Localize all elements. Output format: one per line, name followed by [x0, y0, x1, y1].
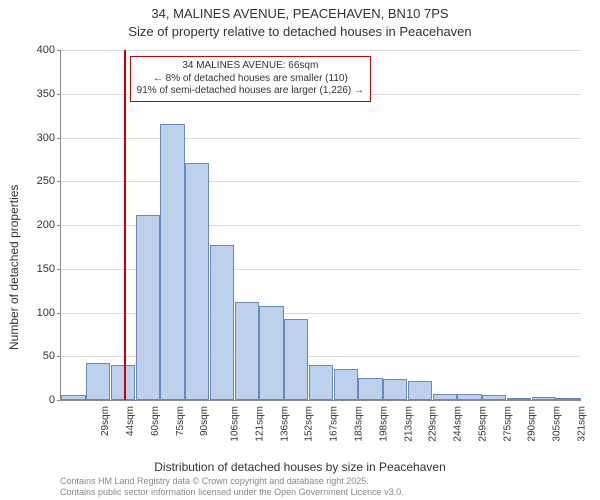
attribution-text: Contains HM Land Registry data © Crown c…	[60, 476, 404, 498]
callout-box: 34 MALINES AVENUE: 66sqm← 8% of detached…	[130, 56, 371, 102]
x-tick-label: 60sqm	[150, 406, 161, 436]
y-tick	[57, 225, 61, 226]
x-tick-label: 290sqm	[527, 406, 538, 442]
y-tick-label: 100	[25, 307, 55, 319]
attribution-line2: Contains public sector information licen…	[60, 487, 404, 498]
histogram-bar	[284, 319, 308, 400]
x-tick-label: 152sqm	[304, 406, 315, 442]
y-tick-label: 250	[25, 175, 55, 187]
plot-area: 05010015020025030035040029sqm44sqm60sqm7…	[60, 50, 581, 401]
x-tick-label: 229sqm	[428, 406, 439, 442]
y-tick	[57, 269, 61, 270]
y-tick	[57, 400, 61, 401]
chart-title-line1: 34, MALINES AVENUE, PEACEHAVEN, BN10 7PS	[0, 6, 600, 21]
y-tick-label: 400	[25, 44, 55, 56]
y-tick	[57, 94, 61, 95]
y-tick	[57, 313, 61, 314]
histogram-bar	[61, 395, 85, 400]
histogram-bar	[433, 394, 457, 400]
x-tick-label: 305sqm	[552, 406, 563, 442]
y-tick-label: 150	[25, 263, 55, 275]
attribution-line1: Contains HM Land Registry data © Crown c…	[60, 476, 404, 487]
reference-line	[124, 50, 126, 400]
y-tick	[57, 181, 61, 182]
x-tick-label: 106sqm	[230, 406, 241, 442]
histogram-bar	[383, 379, 407, 400]
y-tick-label: 300	[25, 132, 55, 144]
y-tick	[57, 356, 61, 357]
chart-container: 34, MALINES AVENUE, PEACEHAVEN, BN10 7PS…	[0, 0, 600, 500]
x-tick-label: 321sqm	[576, 406, 587, 442]
gridline	[61, 138, 581, 139]
histogram-bar	[334, 369, 358, 400]
x-tick-label: 44sqm	[125, 406, 136, 436]
x-axis-label: Distribution of detached houses by size …	[0, 460, 600, 474]
x-tick-label: 29sqm	[100, 406, 111, 436]
y-tick-label: 50	[25, 350, 55, 362]
histogram-bar	[259, 306, 283, 400]
histogram-bar	[457, 394, 481, 400]
histogram-bar	[160, 124, 184, 400]
callout-line3: 91% of semi-detached houses are larger (…	[137, 85, 364, 98]
y-tick	[57, 138, 61, 139]
y-tick	[57, 50, 61, 51]
histogram-bar	[532, 397, 556, 400]
histogram-bar	[556, 398, 580, 400]
y-tick-label: 350	[25, 88, 55, 100]
histogram-bar	[507, 398, 531, 400]
callout-line2: ← 8% of detached houses are smaller (110…	[137, 73, 364, 86]
x-tick-label: 213sqm	[403, 406, 414, 442]
histogram-bar	[185, 163, 209, 400]
x-tick-label: 259sqm	[477, 406, 488, 442]
histogram-bar	[210, 245, 234, 400]
histogram-bar	[309, 365, 333, 400]
x-tick-label: 75sqm	[175, 406, 186, 436]
gridline	[61, 50, 581, 51]
x-tick-label: 167sqm	[329, 406, 340, 442]
chart-title-line2: Size of property relative to detached ho…	[0, 24, 600, 39]
x-tick-label: 121sqm	[255, 406, 266, 442]
y-tick-label: 0	[25, 394, 55, 406]
histogram-bar	[86, 363, 110, 400]
histogram-bar	[136, 215, 160, 401]
histogram-bar	[235, 302, 259, 400]
gridline	[61, 181, 581, 182]
y-tick-label: 200	[25, 219, 55, 231]
x-tick-label: 244sqm	[453, 406, 464, 442]
histogram-bar	[408, 381, 432, 400]
x-tick-label: 183sqm	[354, 406, 365, 442]
y-axis-label: Number of detached properties	[7, 185, 21, 350]
histogram-bar	[482, 395, 506, 400]
x-tick-label: 198sqm	[378, 406, 389, 442]
x-tick-label: 90sqm	[199, 406, 210, 436]
x-tick-label: 136sqm	[279, 406, 290, 442]
histogram-bar	[358, 378, 382, 400]
callout-line1: 34 MALINES AVENUE: 66sqm	[137, 60, 364, 73]
x-tick-label: 275sqm	[502, 406, 513, 442]
